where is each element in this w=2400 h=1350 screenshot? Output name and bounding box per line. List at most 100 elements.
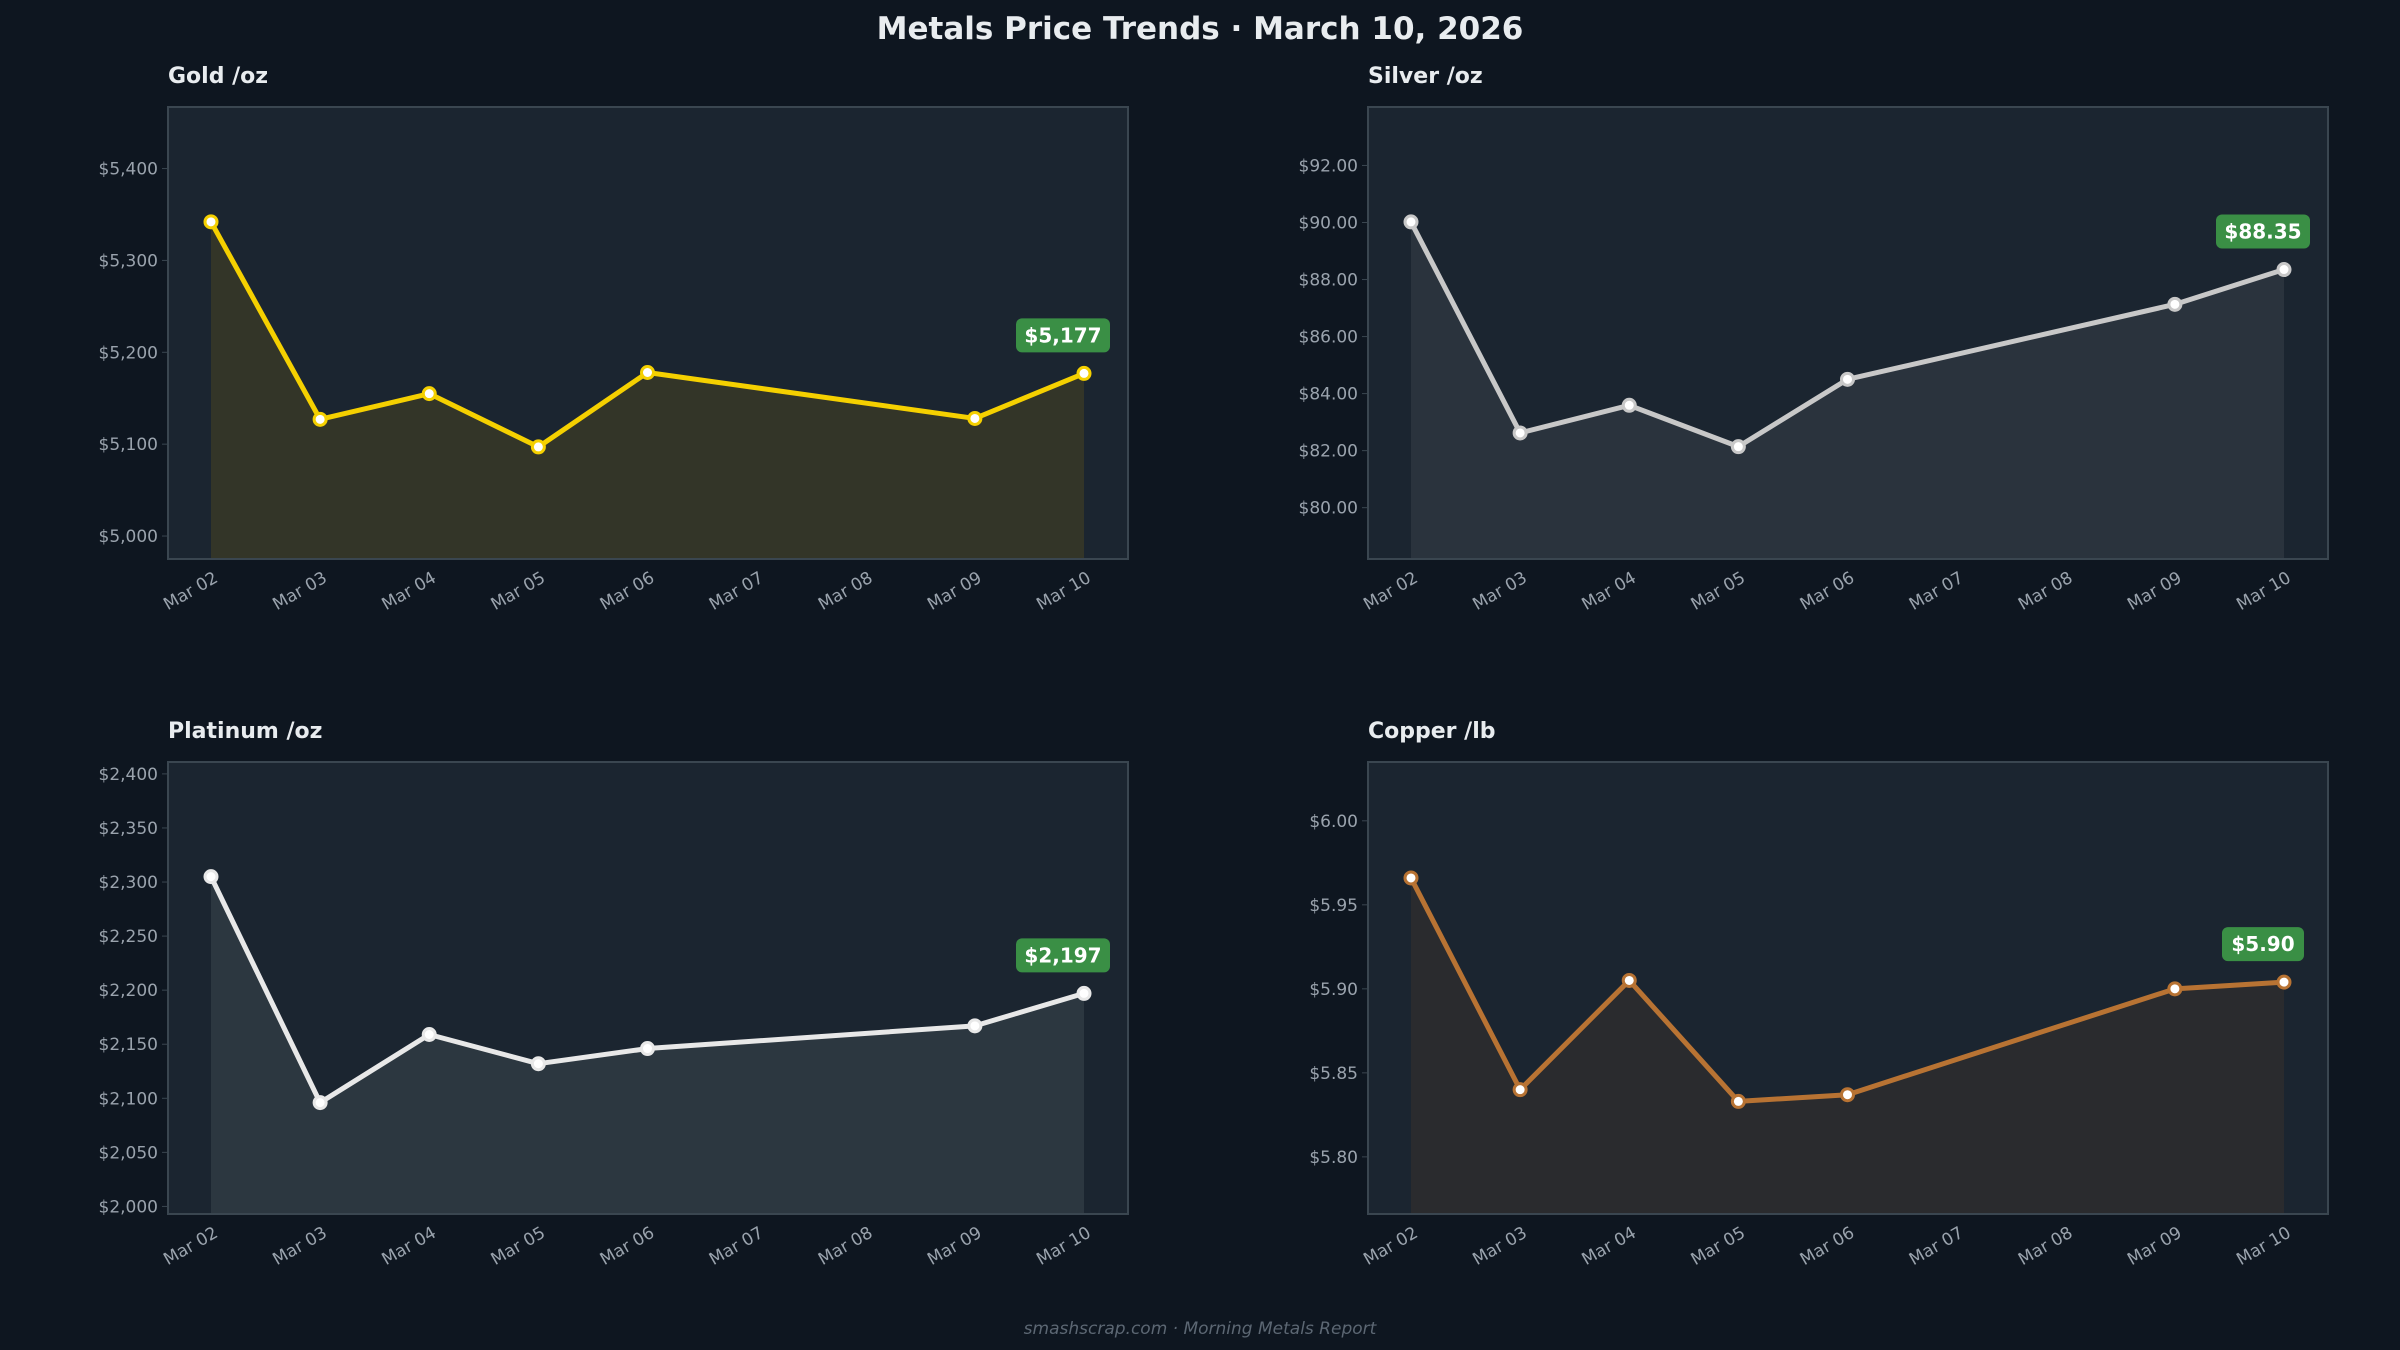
last-price-badge: $5.90	[2222, 927, 2304, 962]
badge-background	[2222, 927, 2304, 962]
x-tick-label: Mar 03	[269, 568, 330, 615]
y-tick-label: $5,400	[99, 160, 158, 180]
last-price-badge: $2,197	[1016, 938, 1110, 973]
data-point	[421, 1026, 437, 1042]
silver-chart: Silver /oz $80.00 $82.00 $84.00 $86.00 $88.00…	[1299, 64, 2329, 615]
x-tick-label: Mar 08	[2015, 568, 2076, 615]
chart-title: Silver /oz	[1368, 64, 1483, 89]
footer: smashscrap.com · Morning Metals Report	[1023, 1319, 1377, 1339]
x-tick-label: Mar 03	[1469, 1223, 1530, 1270]
x-tick-label: Mar 06	[597, 568, 658, 615]
x-tick-label: Mar 06	[597, 1223, 658, 1270]
y-tick-label: $2,000	[99, 1197, 158, 1217]
y-tick-label: $5.90	[1309, 980, 1358, 1000]
data-point	[967, 1018, 983, 1034]
y-tick-label: $2,050	[99, 1143, 158, 1163]
x-tick-label: Mar 07	[1906, 1223, 1967, 1270]
x-tick-label: Mar 10	[1033, 1223, 1094, 1270]
last-price-badge: $5,177	[1016, 318, 1110, 353]
x-tick-label: Mar 03	[269, 1223, 330, 1270]
x-tick-label: Mar 02	[160, 1223, 221, 1270]
data-point	[640, 1041, 655, 1057]
x-tick-label: Mar 02	[1360, 568, 1421, 615]
x-tick-label: Mar 03	[1469, 568, 1530, 615]
data-point	[967, 410, 983, 426]
x-tick-label: Mar 09	[924, 1223, 985, 1270]
y-tick-label: $2,200	[99, 981, 158, 1001]
x-tick-label: Mar 05	[488, 1223, 549, 1270]
badge-background	[1016, 938, 1110, 973]
y-tick-label: $80.00	[1299, 499, 1358, 519]
area-fill	[211, 876, 1084, 1213]
badge-background	[1016, 318, 1110, 353]
data-point	[1730, 439, 1746, 455]
x-tick-label: Mar 04	[1579, 568, 1640, 615]
data-point	[312, 1095, 328, 1111]
x-tick-label: Mar 02	[1360, 1223, 1421, 1270]
y-tick-label: $5.95	[1309, 896, 1358, 916]
data-point	[2276, 262, 2292, 278]
data-point	[312, 411, 328, 427]
gold-chart: Gold /oz $5,000 $5,100 $5,200 $5,300 $5,400 Ma…	[99, 64, 1129, 615]
y-tick-label: $92.00	[1299, 156, 1358, 176]
data-point	[1512, 1082, 1528, 1098]
data-point	[530, 1056, 546, 1072]
y-tick-label: $88.00	[1299, 271, 1358, 291]
area-fill	[1411, 877, 2284, 1213]
badge-label: $5.90	[2231, 932, 2294, 956]
data-point	[421, 386, 437, 402]
x-tick-label: Mar 10	[1033, 568, 1094, 615]
x-tick-label: Mar 08	[815, 1223, 876, 1270]
data-point	[1840, 371, 1855, 387]
x-tick-label: Mar 07	[706, 1223, 767, 1270]
y-tick-label: $2,250	[99, 927, 158, 947]
y-tick-label: $82.00	[1299, 442, 1358, 462]
area-fill	[211, 221, 1084, 558]
data-point	[1403, 214, 1419, 230]
data-point	[1730, 1093, 1746, 1109]
data-point	[1840, 1087, 1855, 1103]
x-tick-label: Mar 04	[379, 1223, 440, 1270]
y-tick-label: $5,100	[99, 435, 158, 455]
chart-title: Platinum /oz	[168, 719, 322, 744]
data-point	[530, 439, 546, 455]
x-tick-label: Mar 05	[1688, 1223, 1749, 1270]
y-tick-label: $84.00	[1299, 385, 1358, 405]
x-tick-label: Mar 09	[924, 568, 985, 615]
data-point	[203, 214, 219, 230]
page-title: Metals Price Trends · March 10, 2026	[876, 11, 1524, 47]
data-point	[2167, 296, 2183, 312]
badge-label: $88.35	[2224, 220, 2301, 244]
y-tick-label: $90.00	[1299, 213, 1358, 233]
data-point	[1076, 365, 1092, 381]
x-tick-label: Mar 08	[2015, 1223, 2076, 1270]
x-tick-label: Mar 05	[488, 568, 549, 615]
x-tick-label: Mar 04	[379, 568, 440, 615]
x-tick-label: Mar 05	[1688, 568, 1749, 615]
data-point	[640, 365, 655, 381]
x-tick-label: Mar 07	[1906, 568, 1967, 615]
y-tick-label: $5.80	[1309, 1148, 1358, 1168]
badge-label: $5,177	[1024, 323, 1101, 347]
x-tick-label: Mar 09	[2124, 1223, 2185, 1270]
x-tick-label: Mar 08	[815, 568, 876, 615]
chart-title: Gold /oz	[168, 64, 268, 89]
x-tick-label: Mar 07	[706, 568, 767, 615]
data-point	[1076, 985, 1092, 1001]
x-tick-label: Mar 04	[1579, 1223, 1640, 1270]
data-point	[1621, 972, 1637, 988]
y-tick-label: $2,350	[99, 819, 158, 839]
y-tick-label: $5,000	[99, 527, 158, 547]
y-tick-label: $6.00	[1309, 812, 1358, 832]
y-tick-label: $5.85	[1309, 1064, 1358, 1084]
y-tick-label: $2,100	[99, 1089, 158, 1109]
data-point	[1403, 870, 1419, 886]
copper-chart: Copper /lb $5.80 $5.85 $5.90 $5.95 $6.00 Mar 0…	[1309, 719, 2329, 1270]
platinum-chart: Platinum /oz $2,000 $2,050 $2,100 $2,150 $2,2…	[99, 719, 1129, 1270]
area-fill	[1411, 221, 2284, 558]
x-tick-label: Mar 02	[160, 568, 221, 615]
chart-title: Copper /lb	[1368, 719, 1496, 744]
badge-label: $2,197	[1024, 943, 1101, 967]
y-tick-label: $2,400	[99, 765, 158, 785]
